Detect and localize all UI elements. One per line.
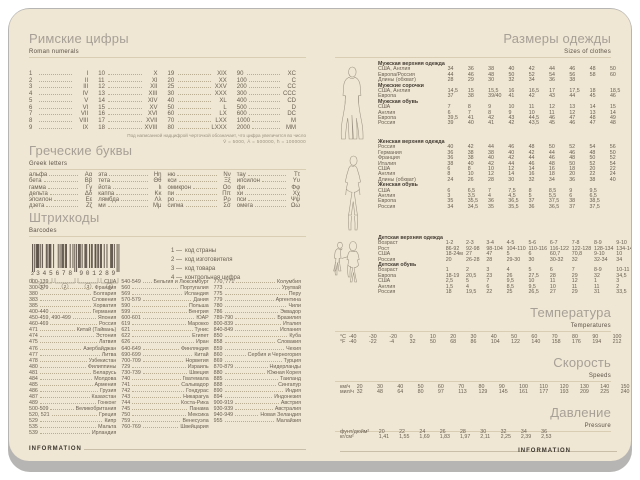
svg-text:2: 2 (99, 270, 103, 277)
svg-text:1: 1 (92, 270, 96, 277)
svg-text:9: 9 (112, 270, 116, 277)
svg-text:5: 5 (49, 270, 53, 277)
svg-text:7: 7 (62, 270, 66, 277)
svg-text:4: 4 (43, 270, 47, 277)
svg-text:8: 8 (68, 270, 72, 277)
svg-text:6: 6 (55, 270, 59, 277)
svg-text:2: 2 (31, 271, 34, 277)
svg-text:9: 9 (79, 270, 83, 277)
svg-text:3: 3 (36, 270, 40, 277)
svg-text:0: 0 (86, 270, 90, 277)
svg-text:8: 8 (105, 270, 109, 277)
